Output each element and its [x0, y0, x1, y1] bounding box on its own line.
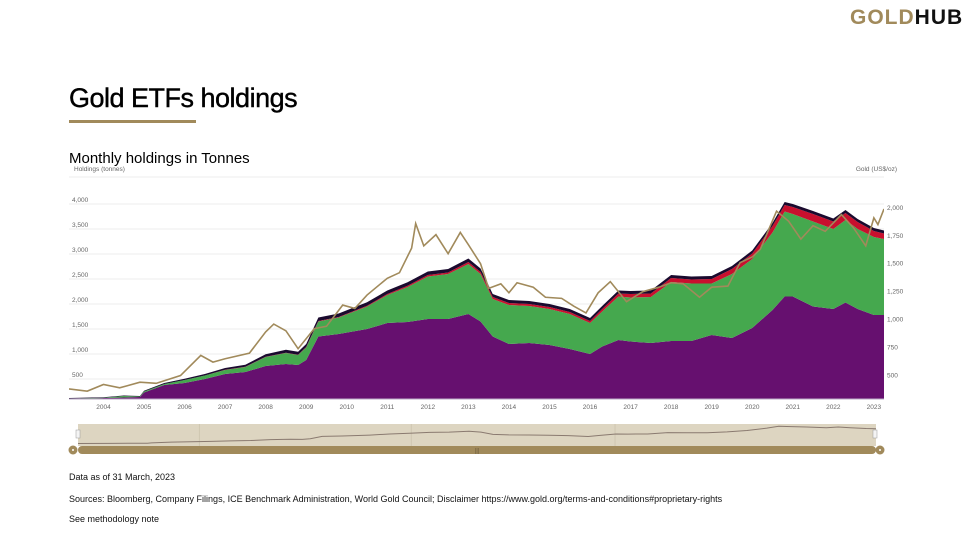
- x-tick-label: 2010: [340, 404, 355, 411]
- data-as-of: Data as of 31 March, 2023: [69, 472, 176, 482]
- x-tick-label: 2022: [826, 404, 841, 411]
- x-tick-label: 2018: [664, 404, 679, 411]
- y-tick-label: 1,500: [72, 322, 89, 329]
- arrow-dot: [72, 449, 74, 451]
- y2-tick-label: 1,250: [887, 289, 904, 296]
- x-tick-label: 2017: [623, 404, 638, 411]
- scrollbar-thumb[interactable]: [78, 446, 876, 454]
- x-tick-label: 2021: [786, 404, 801, 411]
- x-tick-label: 2023: [867, 404, 882, 411]
- logo-gold: GOLD: [850, 6, 915, 29]
- x-tick-label: 2006: [177, 404, 192, 411]
- y2-tick-label: 750: [887, 345, 898, 352]
- y-axis-label: Holdings (tonnes): [74, 166, 125, 173]
- x-tick-label: 2011: [380, 404, 394, 411]
- navigator-series-line: [77, 425, 877, 444]
- x-tick-label: 2009: [299, 404, 314, 411]
- y2-tick-label: 1,500: [887, 261, 904, 268]
- scrollbar-grip-icon: |||: [475, 449, 480, 455]
- sources-text: Sources: Bloomberg, Company Filings, ICE…: [69, 494, 723, 504]
- area-series-1: [69, 296, 884, 399]
- chart-subtitle: Monthly holdings in Tonnes: [69, 150, 250, 167]
- x-tick-label: 2016: [583, 404, 598, 411]
- x-tick-label: 2007: [218, 404, 233, 411]
- y-tick-label: 2,000: [72, 297, 89, 304]
- methodology-link[interactable]: See methodology note: [69, 514, 160, 524]
- navigator-selected-range: [78, 424, 876, 446]
- navigator-right-handle[interactable]: [872, 429, 878, 439]
- x-tick-label: 2005: [137, 404, 152, 411]
- y2-tick-label: 500: [887, 373, 898, 380]
- gold-price-line: [69, 208, 884, 392]
- logo-hub: HUB: [914, 6, 964, 29]
- y-tick-label: 1,000: [72, 347, 89, 354]
- x-tick-label: 2012: [421, 404, 436, 411]
- y-tick-label: 3,000: [72, 247, 89, 254]
- y-tick-label: 500: [72, 372, 83, 379]
- area-series-2: [69, 211, 884, 399]
- x-tick-label: 2015: [542, 404, 557, 411]
- x-tick-label: 2004: [96, 404, 111, 411]
- x-tick-label: 2019: [704, 404, 719, 411]
- x-tick-label: 2020: [745, 404, 760, 411]
- y-tick-label: 3,500: [72, 222, 89, 229]
- title-underline: [69, 120, 196, 123]
- y-tick-label: 4,000: [72, 197, 89, 204]
- navigator-left-handle[interactable]: [75, 429, 81, 439]
- y2-tick-label: 2,000: [887, 205, 904, 212]
- y2-tick-label: 1,750: [887, 233, 904, 240]
- y2-tick-label: 1,000: [887, 317, 904, 324]
- y2-axis-label: Gold (US$/oz): [856, 166, 897, 173]
- x-tick-label: 2013: [461, 404, 476, 411]
- page-title: Gold ETFs holdings: [69, 83, 298, 113]
- navigator[interactable]: [75, 424, 878, 446]
- goldhub-logo[interactable]: GOLDHUB: [850, 6, 963, 30]
- y-tick-label: 2,500: [72, 272, 89, 279]
- arrow-dot: [879, 449, 881, 451]
- x-tick-label: 2014: [502, 404, 517, 411]
- x-tick-label: 2008: [258, 404, 273, 411]
